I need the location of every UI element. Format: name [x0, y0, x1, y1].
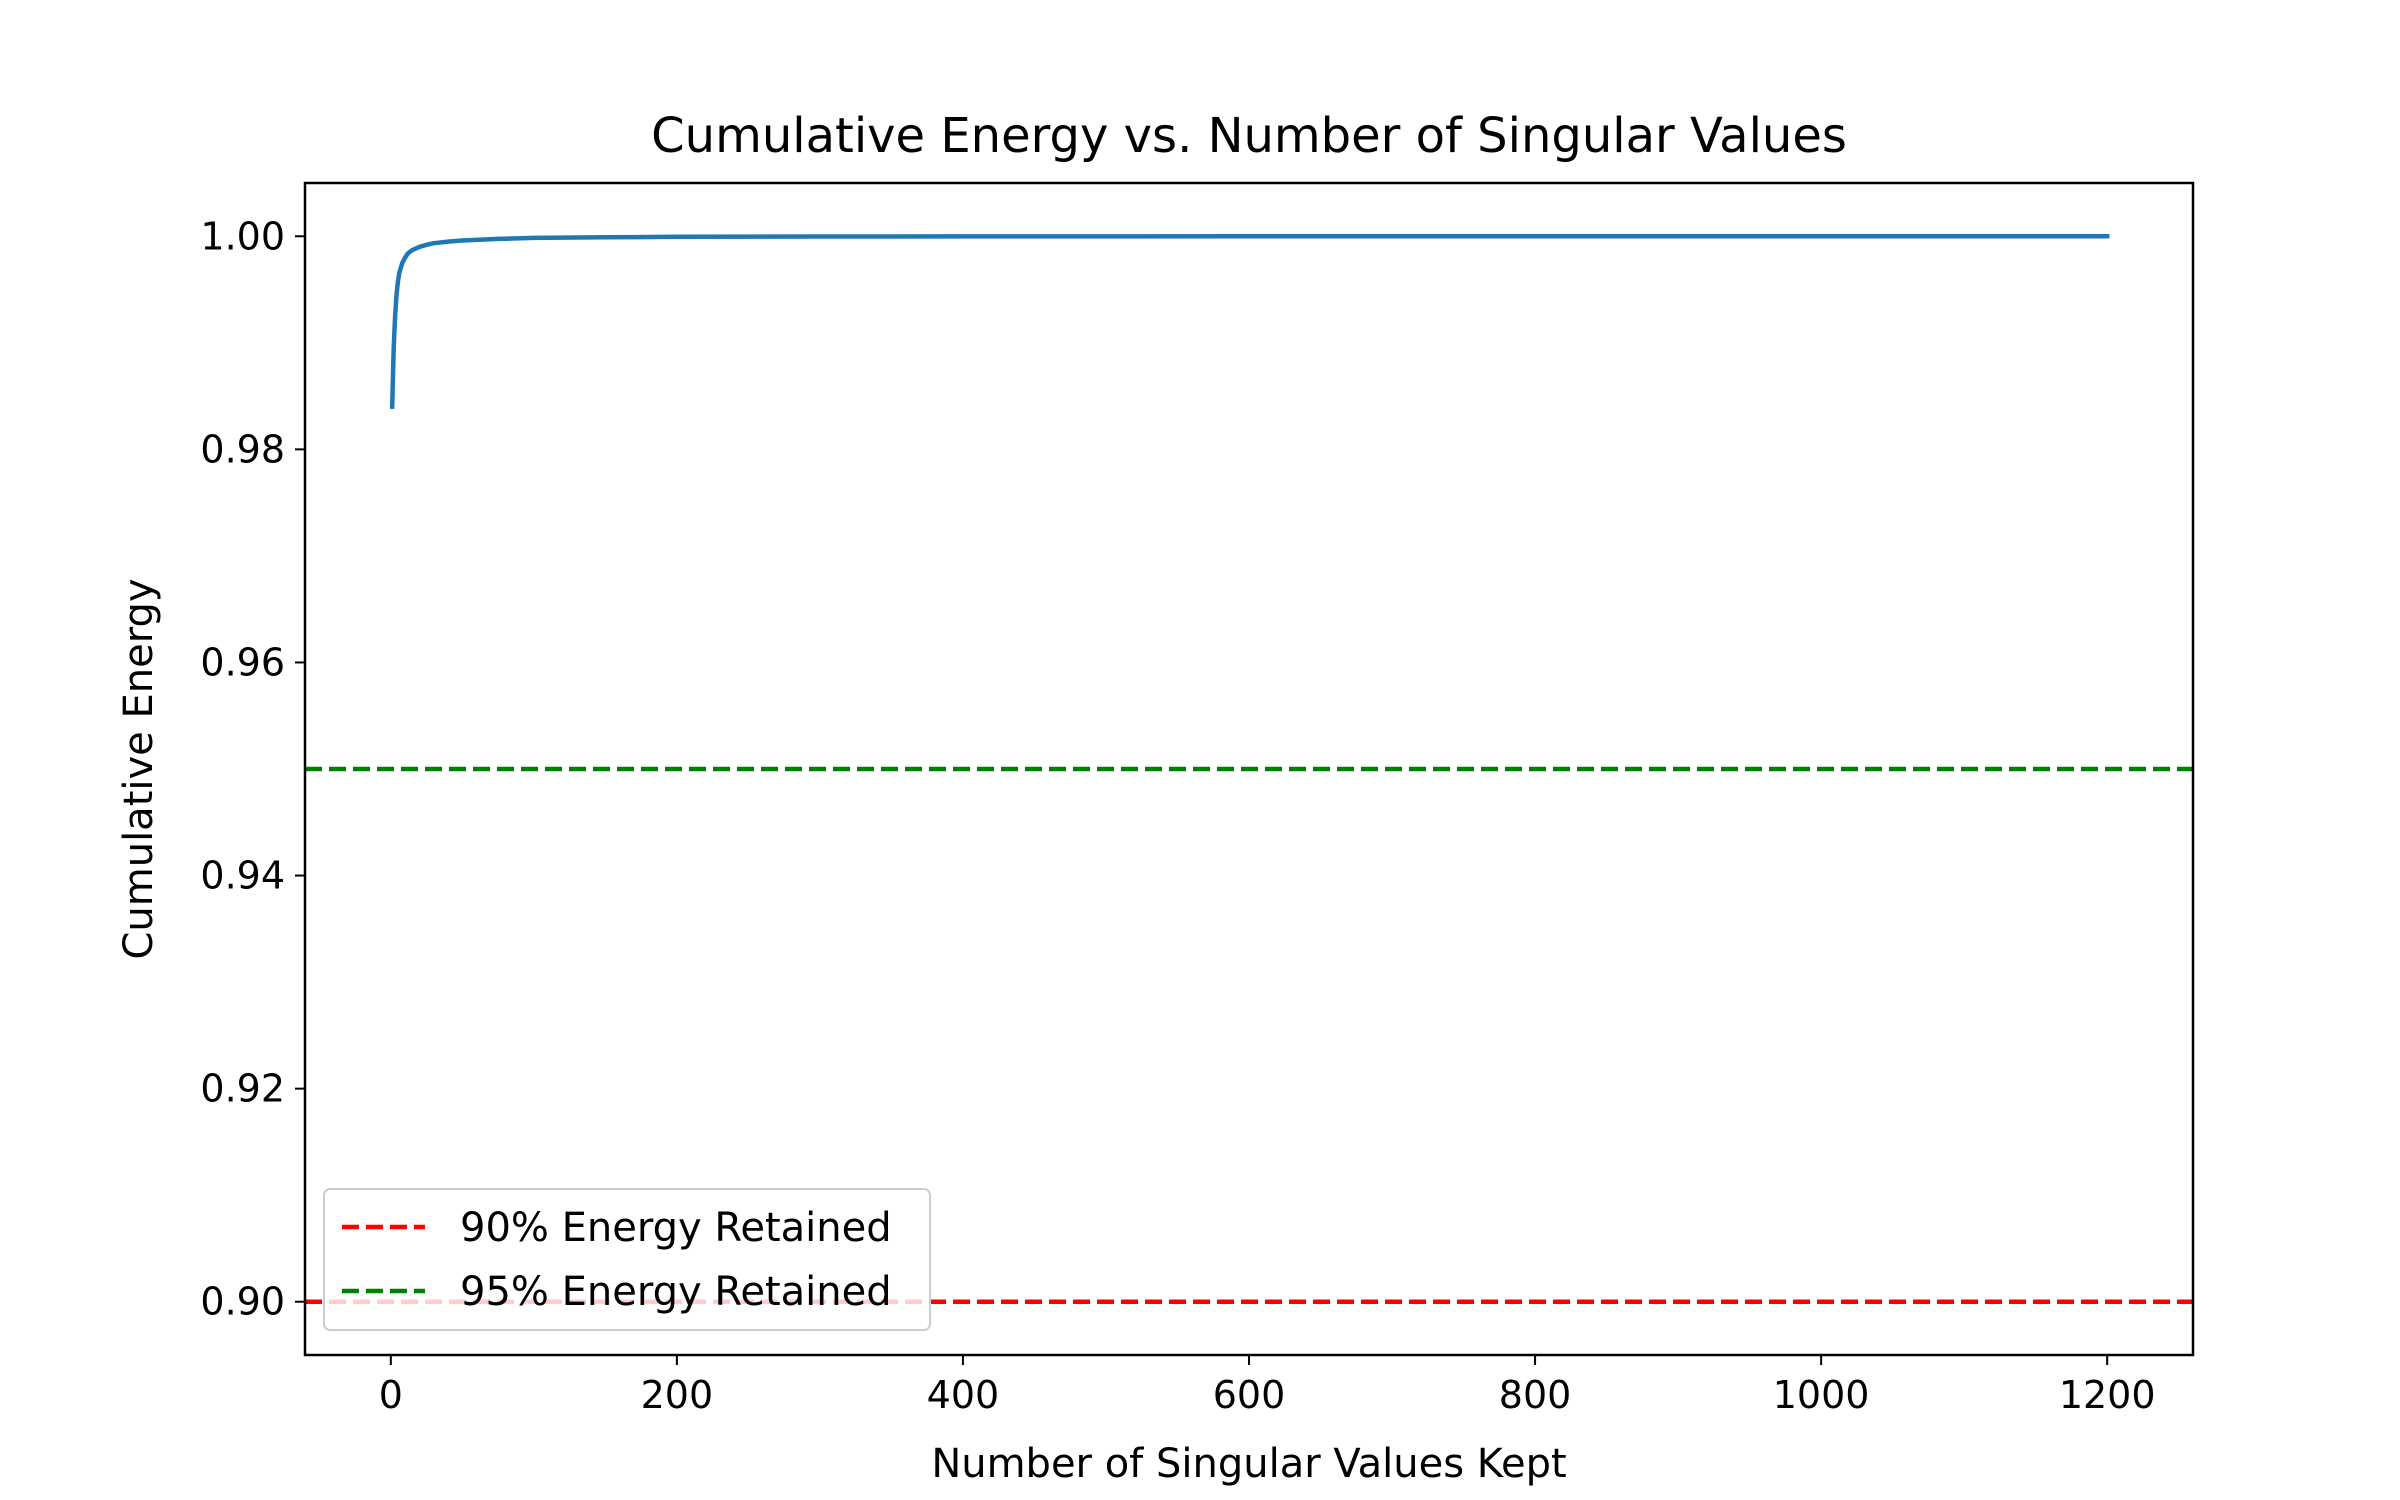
- legend-label: 90% Energy Retained: [460, 1205, 892, 1251]
- y-tick-label: 1.00: [200, 214, 285, 258]
- x-tick-label: 800: [1499, 1373, 1572, 1417]
- x-tick-label: 0: [379, 1373, 403, 1417]
- x-axis-label: Number of Singular Values Kept: [931, 1441, 1566, 1487]
- legend: 90% Energy Retained 95% Energy Retained: [323, 1188, 931, 1331]
- y-tick-label: 0.90: [200, 1280, 285, 1324]
- axes-frame: [303, 181, 2195, 1357]
- series-line-cumulative-energy: [389, 234, 2110, 410]
- y-tick-label: 0.92: [200, 1067, 285, 1111]
- y-axis: 0.90 0.92 0.94 0.96 0.98 1.00: [200, 214, 305, 1324]
- legend-label: 95% Energy Retained: [460, 1269, 892, 1315]
- legend-box: [323, 1188, 931, 1331]
- x-tick-label: 1000: [1773, 1373, 1870, 1417]
- x-axis: 0 200 400 600 800 1000 1200: [379, 1355, 2156, 1417]
- y-axis-label: Cumulative Energy: [116, 578, 162, 959]
- y-tick-label: 0.94: [200, 854, 285, 898]
- y-tick-label: 0.98: [200, 427, 285, 471]
- x-tick-label: 200: [641, 1373, 714, 1417]
- chart-title: Cumulative Energy vs. Number of Singular…: [651, 108, 1847, 164]
- y-tick-label: 0.96: [200, 640, 285, 684]
- x-tick-label: 400: [927, 1373, 1000, 1417]
- x-tick-label: 1200: [2059, 1373, 2156, 1417]
- x-tick-label: 600: [1213, 1373, 1286, 1417]
